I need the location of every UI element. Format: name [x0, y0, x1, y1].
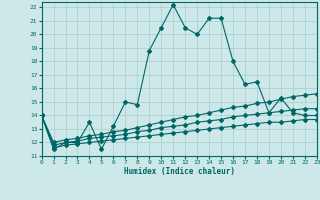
X-axis label: Humidex (Indice chaleur): Humidex (Indice chaleur) — [124, 167, 235, 176]
